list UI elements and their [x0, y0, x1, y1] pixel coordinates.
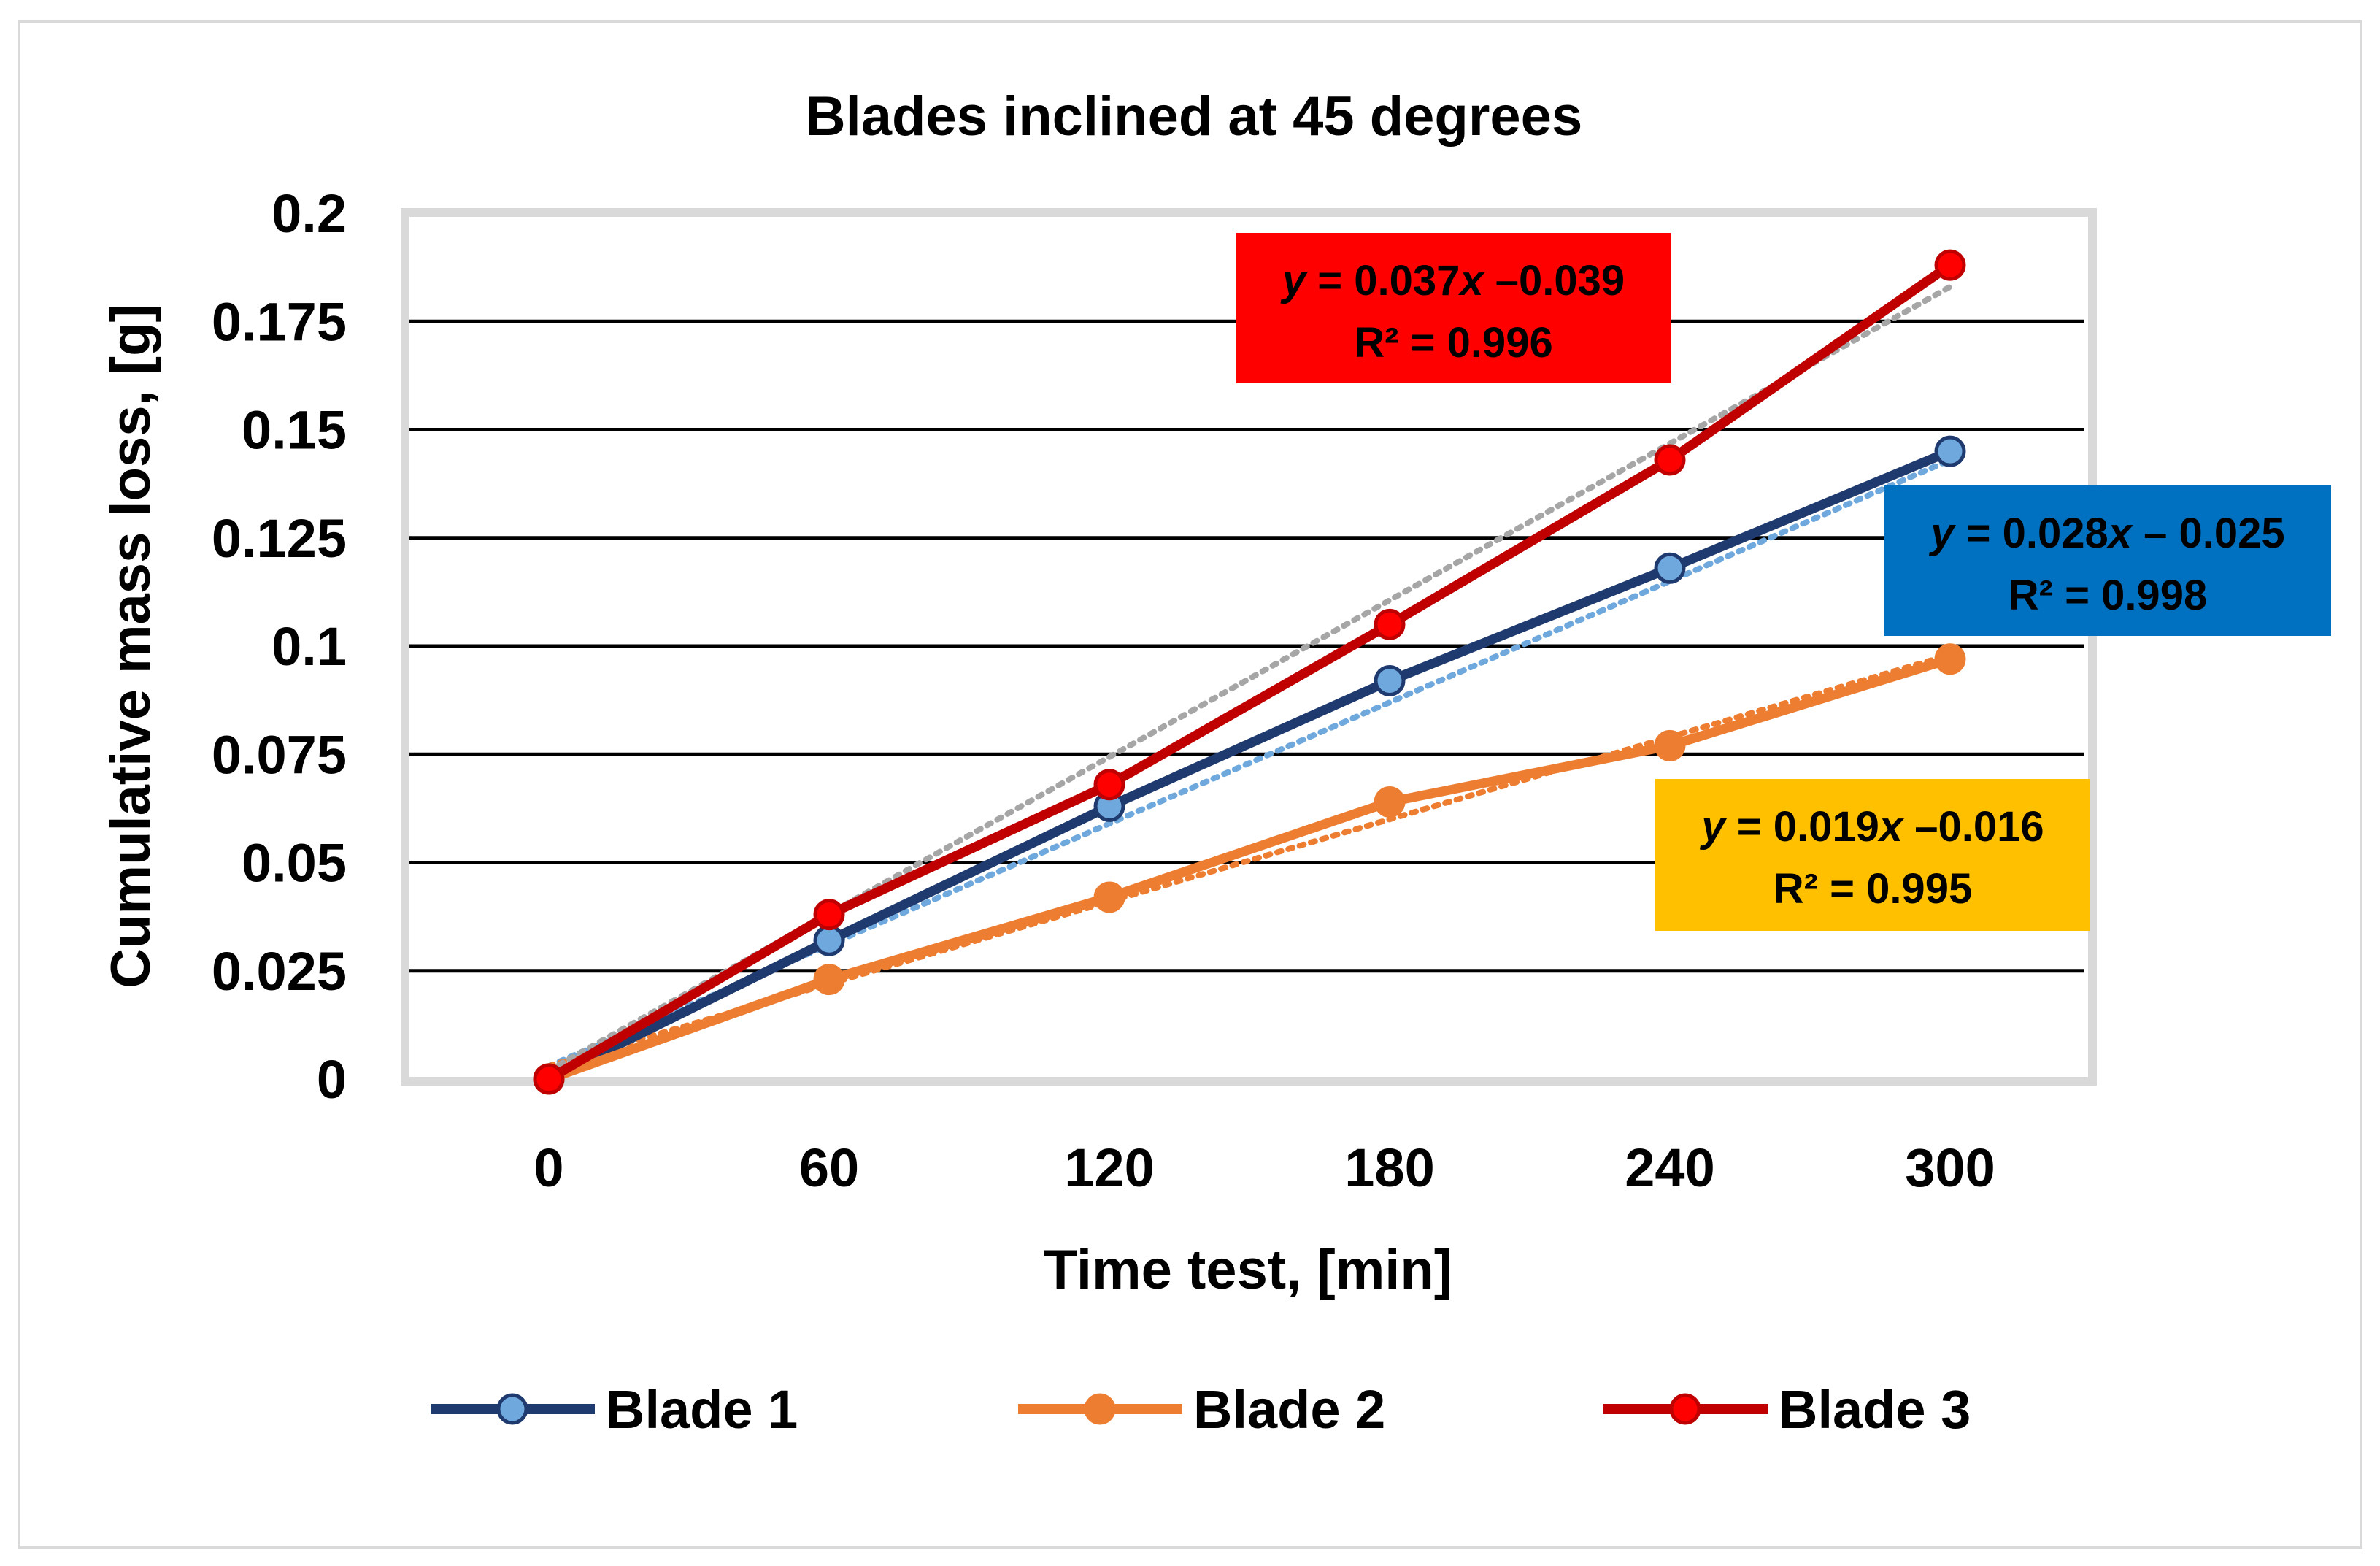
- data-point: [1374, 786, 1406, 818]
- y-tick-label: 0.15: [242, 400, 347, 461]
- equation-box-background: [1236, 233, 1671, 383]
- series-line-2: [547, 654, 1952, 1084]
- chart-outer-border: [18, 20, 2362, 1549]
- legend-label: Blade 2: [1193, 1379, 1385, 1440]
- data-point: [533, 1063, 565, 1095]
- y-axis-ticks: 0 0.025 0.05 0.075 0.1 0.125 0.15 0.175 0.2: [212, 183, 347, 1110]
- x-tick-label: 0: [534, 1137, 563, 1198]
- legend-item-2: Blade 2: [1018, 1379, 1385, 1440]
- x-tick-label: 180: [1344, 1137, 1434, 1198]
- trend-equation-box-3: y = 0.037x –0.039 R² = 0.996: [1236, 233, 1671, 383]
- trend-equation: y = 0.028x – 0.025: [1928, 510, 2284, 557]
- data-point: [1654, 444, 1686, 476]
- trend-r-squared: R² = 0.998: [2009, 572, 2207, 619]
- data-point: [1654, 552, 1686, 584]
- x-axis-ticks: 0 60 120 180 240 300: [534, 1137, 1995, 1198]
- data-point: [1374, 664, 1406, 696]
- trendline-equation-boxes: y = 0.028x – 0.025 R² = 0.998 y = 0.019x –…: [1236, 233, 2331, 931]
- y-axis-label: Cumulative mass loss, [g]: [100, 304, 162, 989]
- legend-item-3: Blade 3: [1603, 1379, 1971, 1440]
- data-point: [1934, 435, 1966, 467]
- legend-label: Blade 3: [1779, 1379, 1971, 1440]
- legend-label: Blade 1: [606, 1379, 798, 1440]
- trend-equation: y = 0.019x –0.016: [1699, 803, 2044, 851]
- trend-r-squared: R² = 0.995: [1774, 865, 1972, 913]
- data-point: [813, 899, 845, 931]
- x-tick-label: 300: [1905, 1137, 1995, 1198]
- trend-r-squared: R² = 0.996: [1354, 319, 1552, 366]
- equation-box-background: [1655, 779, 2090, 931]
- data-point: [1093, 769, 1125, 801]
- legend: Blade 1 Blade 2 Blade 3: [431, 1379, 1971, 1440]
- y-tick-label: 0.05: [242, 833, 347, 894]
- data-point: [813, 964, 845, 996]
- series-lines: [533, 249, 1966, 1095]
- y-tick-label: 0: [317, 1049, 347, 1110]
- y-tick-label: 0.2: [271, 183, 347, 244]
- trend-equation-box-2: y = 0.019x –0.016 R² = 0.995: [1655, 779, 2090, 931]
- y-tick-label: 0.075: [212, 724, 347, 785]
- data-point: [1654, 729, 1686, 761]
- x-tick-label: 60: [799, 1137, 859, 1198]
- legend-swatch-marker: [1084, 1393, 1116, 1425]
- legend-swatch-marker: [1669, 1393, 1701, 1425]
- plot-area-frame: [401, 208, 2097, 1086]
- legend-swatch-marker: [496, 1393, 528, 1425]
- y-tick-label: 0.025: [212, 941, 347, 1002]
- data-point: [1934, 249, 1966, 281]
- gridlines: [409, 319, 2084, 973]
- data-point: [1374, 608, 1406, 640]
- y-tick-label: 0.1: [271, 616, 347, 677]
- equation-box-background: [1884, 485, 2331, 636]
- legend-item-1: Blade 1: [431, 1379, 798, 1440]
- trend-equation: y = 0.037x –0.039: [1280, 257, 1625, 304]
- x-axis-label: Time test, [min]: [1044, 1239, 1452, 1301]
- series-line-1: [547, 447, 1952, 1083]
- chart-title: Blades inclined at 45 degrees: [806, 85, 1582, 147]
- trend-equation-box-1: y = 0.028x – 0.025 R² = 0.998: [1884, 485, 2331, 636]
- data-point: [1093, 881, 1125, 913]
- data-point: [1934, 643, 1966, 675]
- data-point: [813, 924, 845, 956]
- x-tick-label: 120: [1064, 1137, 1154, 1198]
- y-tick-label: 0.175: [212, 291, 347, 352]
- x-tick-label: 240: [1625, 1137, 1714, 1198]
- series-line-3: [546, 261, 1953, 1083]
- y-tick-label: 0.125: [212, 508, 347, 569]
